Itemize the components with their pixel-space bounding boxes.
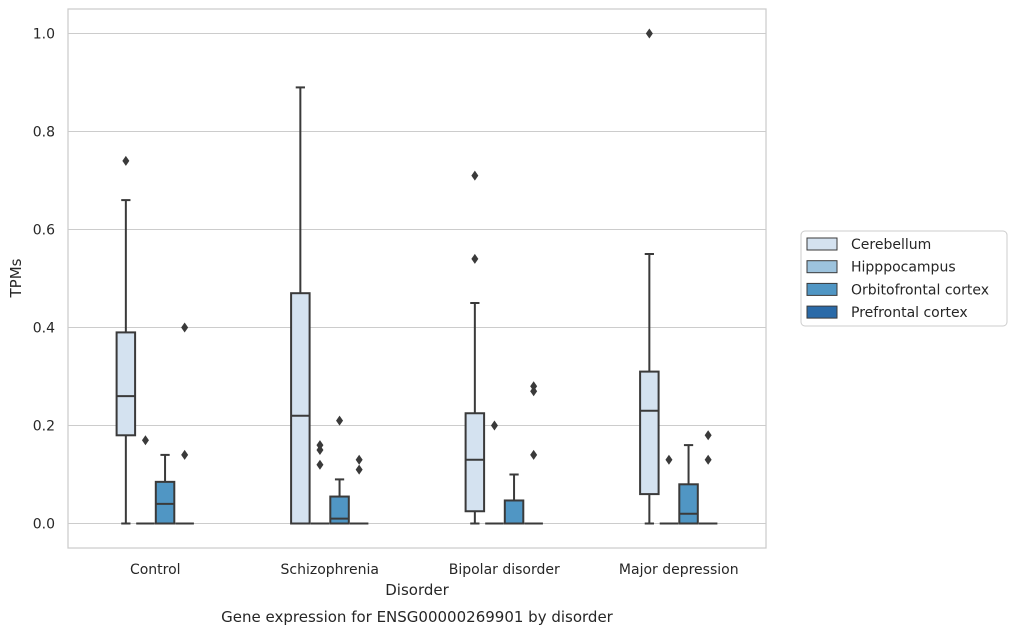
- x-tick-label: Schizophrenia: [281, 562, 379, 578]
- box-iqr: [290, 292, 311, 525]
- box-2-0: [154, 453, 176, 525]
- outlier-point: [490, 420, 498, 431]
- outlier-point: [471, 170, 479, 181]
- legend-label: Orbitofrontal cortex: [851, 282, 989, 298]
- outlier-point: [704, 454, 712, 465]
- legend-frame: [800, 230, 1008, 327]
- x-tick-label: Major depression: [619, 562, 739, 578]
- legend-swatch: [806, 260, 838, 274]
- box-3-1: [349, 454, 369, 525]
- legend-label: Hipppocampus: [851, 260, 956, 276]
- outlier-point: [316, 440, 324, 451]
- outlier-point: [704, 430, 712, 441]
- x-axis-title: Disorder: [385, 581, 449, 599]
- y-tick-label: 0.0: [33, 517, 55, 533]
- box-iqr: [115, 331, 137, 437]
- legend: Cerebellum Hipppocampus Orbitofrontal cort…: [800, 230, 1008, 327]
- outlier-point: [122, 155, 130, 166]
- outlier-point: [471, 253, 479, 264]
- box-iqr: [678, 483, 699, 525]
- outlier-point: [336, 415, 344, 426]
- box-iqr: [329, 495, 350, 525]
- outlier-point: [530, 449, 538, 460]
- box-3-2: [524, 381, 543, 525]
- box-1-3: [659, 454, 679, 525]
- x-tick-label: Control: [130, 562, 181, 578]
- box-0-2: [464, 170, 486, 525]
- chart-caption: Gene expression for ENSG00000269901 by d…: [221, 608, 614, 626]
- box-iqr: [154, 480, 176, 525]
- box-iqr: [639, 370, 660, 496]
- box-1-0: [136, 435, 155, 525]
- y-tick-label: 1.0: [33, 27, 55, 43]
- box-iqr: [464, 412, 486, 513]
- y-tick-label: 0.4: [33, 321, 55, 337]
- box-0-3: [639, 28, 660, 525]
- outlier-point: [665, 454, 673, 465]
- legend-label: Cerebellum: [851, 237, 931, 253]
- legend-swatch: [806, 237, 838, 251]
- gridlines: [68, 32, 766, 525]
- plot-frame: [67, 8, 767, 549]
- box-1-2: [485, 420, 504, 525]
- legend-swatch: [806, 305, 838, 319]
- x-tick-labels: Control Schizophrenia Bipolar disorder Majo…: [130, 562, 739, 578]
- outlier-point: [141, 435, 149, 446]
- box-2-2: [503, 473, 525, 525]
- box-0-1: [290, 86, 311, 525]
- outlier-point: [530, 381, 538, 392]
- outlier-point: [181, 449, 189, 460]
- box-2-3: [678, 444, 699, 525]
- y-tick-label: 0.8: [33, 125, 55, 141]
- y-tick-label: 0.6: [33, 223, 55, 239]
- outlier-point: [355, 464, 363, 475]
- outlier-point: [355, 454, 363, 465]
- legend-swatch: [806, 282, 838, 296]
- box-3-3: [698, 430, 718, 525]
- outlier-point: [316, 459, 324, 470]
- outlier-point: [181, 322, 189, 333]
- box-2-1: [329, 415, 350, 525]
- y-tick-label: 0.2: [33, 419, 55, 435]
- box-0-0: [115, 155, 137, 525]
- y-axis-title: TPMs: [7, 258, 25, 298]
- outlier-point: [645, 28, 653, 39]
- x-tick-label: Bipolar disorder: [449, 562, 560, 578]
- legend-label: Prefrontal cortex: [851, 305, 968, 321]
- box-1-1: [310, 440, 330, 525]
- box-iqr: [503, 499, 525, 525]
- y-tick-labels: 0.0 0.2 0.4 0.6 0.8 1.0: [33, 27, 55, 533]
- box-3-0: [175, 322, 194, 525]
- box-plot-series: [115, 28, 718, 525]
